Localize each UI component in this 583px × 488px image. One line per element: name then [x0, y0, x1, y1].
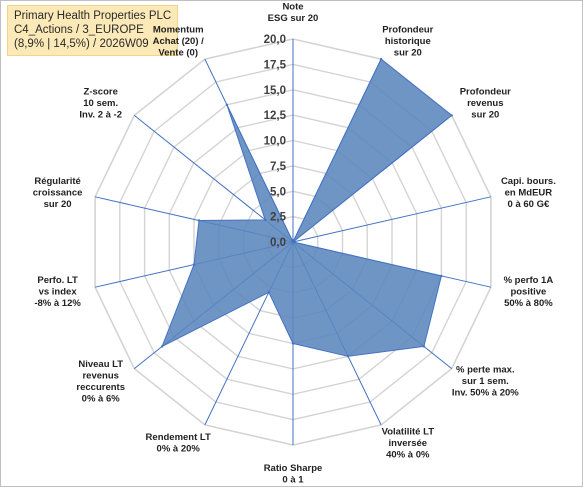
axis-label-line: sur 1 sem. — [462, 376, 509, 387]
axis-label-line: Achat (20) / — [153, 36, 205, 47]
axis-label-line: sur 20 — [471, 110, 499, 121]
series-area — [161, 58, 453, 357]
axis-label-line: 0 à 60 G€ — [508, 199, 550, 210]
title-line-3: (8,9% | 14,5%) / 2026W09 — [14, 38, 149, 50]
radial-tick-labels: 0,0 2,5 5,0 7,5 10,0 12,5 15,0 17,5 20,0 — [264, 34, 287, 249]
axis-label-7: Volatilité LT inversée 40% à 0% — [382, 426, 435, 460]
radar-area-layer — [160, 57, 453, 358]
axis-label-line: -8% à 12% — [34, 298, 81, 309]
axis-label-line: revenus — [82, 370, 118, 381]
tick-label-4: 10,0 — [264, 136, 286, 148]
axis-label-line: ESG sur 20 — [268, 13, 319, 24]
data-point-11 — [192, 263, 196, 266]
axis-label-line: Rendement LT — [146, 432, 211, 443]
axis-label-line: en MdEUR — [505, 187, 553, 198]
data-point-13 — [264, 218, 267, 222]
data-point-5 — [440, 274, 443, 278]
axis-label-8: Ratio Sharpe 0 à 1 — [264, 463, 323, 486]
tick-label-6: 15,0 — [264, 85, 286, 97]
tick-label-8: 20,0 — [264, 34, 286, 46]
title-line-2: C4_Actions / 3_EUROPE — [14, 24, 144, 36]
data-point-6 — [422, 345, 426, 348]
axis-label-11: Perfo. LT vs index -8% à 12% — [34, 275, 81, 309]
axis-label-line: Z-score — [84, 87, 118, 98]
axis-label-5: % perfo 1A positive 50% à 80% — [504, 275, 554, 309]
axis-label-line: 40% à 0% — [386, 449, 430, 460]
axis-label-line: % perte max. — [456, 365, 515, 376]
data-point-9 — [267, 291, 270, 294]
axis-label-line: Vente (0) — [158, 48, 198, 59]
axis-label-2: Profondeur historique sur 20 — [382, 25, 433, 59]
axis-label-10: Niveau LT revenus reccurents 0% à 6% — [76, 359, 125, 405]
axis-label-line: revenus — [467, 98, 503, 109]
axis-label-12: Régularité croissance sur 20 — [33, 176, 83, 210]
tick-label-0: 0,0 — [270, 237, 286, 249]
axis-label-line: vs index — [39, 287, 78, 298]
axis-label-4: Capi. bours. en MdEUR 0 à 60 G€ — [501, 176, 556, 210]
title-line-1: Primary Health Properties PLC — [14, 10, 172, 22]
data-point-8 — [291, 342, 295, 345]
tick-label-1: 2,5 — [270, 212, 287, 224]
data-point-7 — [346, 355, 350, 358]
axis-label-line: 0% à 6% — [82, 393, 121, 404]
axis-label-3: Profondeur revenus sur 20 — [460, 87, 511, 121]
axis-label-line: Inv. 50% à 20% — [452, 388, 519, 399]
axis-label-line: Capi. bours. — [501, 176, 556, 187]
axis-label-9: Rendement LT 0% à 20% — [146, 432, 211, 455]
tick-label-5: 12,5 — [264, 110, 287, 122]
axis-label-line: reccurents — [76, 382, 125, 393]
axis-label-line: Niveau LT — [78, 359, 123, 370]
axis-label-6: % perte max. sur 1 sem. Inv. 50% à 20% — [452, 365, 519, 399]
data-point-2 — [379, 57, 383, 61]
tick-label-7: 17,5 — [264, 59, 287, 71]
axis-label-line: Profondeur — [382, 25, 433, 36]
axis-label-line: Inv. 2 à -2 — [79, 110, 122, 121]
tick-label-3: 7,5 — [270, 161, 287, 173]
axis-label-line: inversée — [389, 438, 428, 449]
data-point-4 — [291, 240, 295, 244]
spoke-4 — [292, 196, 492, 243]
title-box: Primary Health Properties PLC C4_Actions… — [7, 5, 179, 56]
axis-label-line: 10 sem. — [83, 98, 118, 109]
axis-label-line: positive — [510, 287, 546, 298]
axis-label-line: 50% à 80% — [504, 298, 553, 309]
axis-label-line: sur 20 — [394, 48, 422, 59]
axis-label-line: 0 à 1 — [282, 475, 304, 486]
axis-label-line: Momentum — [153, 25, 204, 36]
data-point-3 — [450, 114, 453, 117]
axis-label-line: Perfo. LT — [37, 275, 78, 286]
axis-label-line: % perfo 1A — [504, 275, 554, 286]
axis-label-14: Momentum Achat (20) / Vente (0) — [153, 25, 205, 59]
axis-label-line: Volatilité LT — [382, 426, 435, 437]
axis-label-line: historique — [385, 36, 431, 47]
axis-label-line: Ratio Sharpe — [264, 463, 323, 474]
data-point-12 — [197, 219, 201, 222]
axis-label-line: Régularité — [34, 176, 80, 187]
axis-label-line: sur 20 — [44, 199, 72, 210]
axis-label-13: Z-score 10 sem. Inv. 2 à -2 — [79, 87, 122, 121]
axis-label-line: Profondeur — [460, 87, 511, 98]
data-point-14 — [225, 103, 229, 107]
axis-label-line: Note — [282, 2, 303, 13]
axis-label-1: Note ESG sur 20 — [268, 2, 319, 25]
tick-label-2: 5,0 — [270, 186, 286, 198]
axis-label-line: croissance — [33, 187, 83, 198]
axis-label-line: 0% à 20% — [157, 444, 201, 455]
data-point-10 — [160, 345, 164, 348]
